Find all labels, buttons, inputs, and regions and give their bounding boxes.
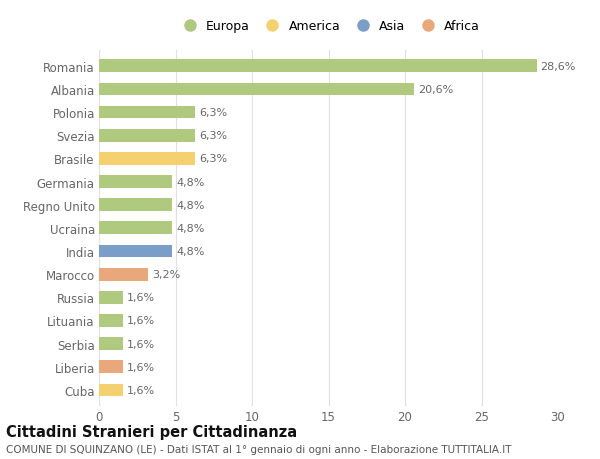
Bar [99, 291, 124, 304]
Text: 6,3%: 6,3% [199, 154, 227, 164]
Text: 3,2%: 3,2% [152, 269, 180, 280]
Bar [99, 222, 172, 235]
Text: 4,8%: 4,8% [176, 200, 205, 210]
Text: Cittadini Stranieri per Cittadinanza: Cittadini Stranieri per Cittadinanza [6, 425, 297, 440]
Text: 1,6%: 1,6% [127, 362, 155, 372]
Bar [99, 153, 196, 165]
Text: 4,8%: 4,8% [176, 246, 205, 257]
Bar [99, 314, 124, 327]
Legend: Europa, America, Asia, Africa: Europa, America, Asia, Africa [175, 17, 482, 35]
Bar [99, 337, 124, 350]
Text: 1,6%: 1,6% [127, 293, 155, 302]
Text: 4,8%: 4,8% [176, 224, 205, 233]
Bar [99, 268, 148, 281]
Text: 28,6%: 28,6% [541, 62, 576, 72]
Bar [99, 199, 172, 212]
Text: 1,6%: 1,6% [127, 339, 155, 349]
Text: 4,8%: 4,8% [176, 177, 205, 187]
Bar [99, 384, 124, 397]
Text: 1,6%: 1,6% [127, 316, 155, 326]
Bar [99, 106, 196, 119]
Bar [99, 84, 414, 96]
Text: COMUNE DI SQUINZANO (LE) - Dati ISTAT al 1° gennaio di ogni anno - Elaborazione : COMUNE DI SQUINZANO (LE) - Dati ISTAT al… [6, 444, 511, 454]
Bar [99, 361, 124, 373]
Text: 6,3%: 6,3% [199, 131, 227, 141]
Bar [99, 129, 196, 142]
Bar [99, 176, 172, 189]
Text: 6,3%: 6,3% [199, 108, 227, 118]
Text: 1,6%: 1,6% [127, 385, 155, 395]
Bar [99, 60, 536, 73]
Bar [99, 245, 172, 258]
Text: 20,6%: 20,6% [418, 85, 453, 95]
